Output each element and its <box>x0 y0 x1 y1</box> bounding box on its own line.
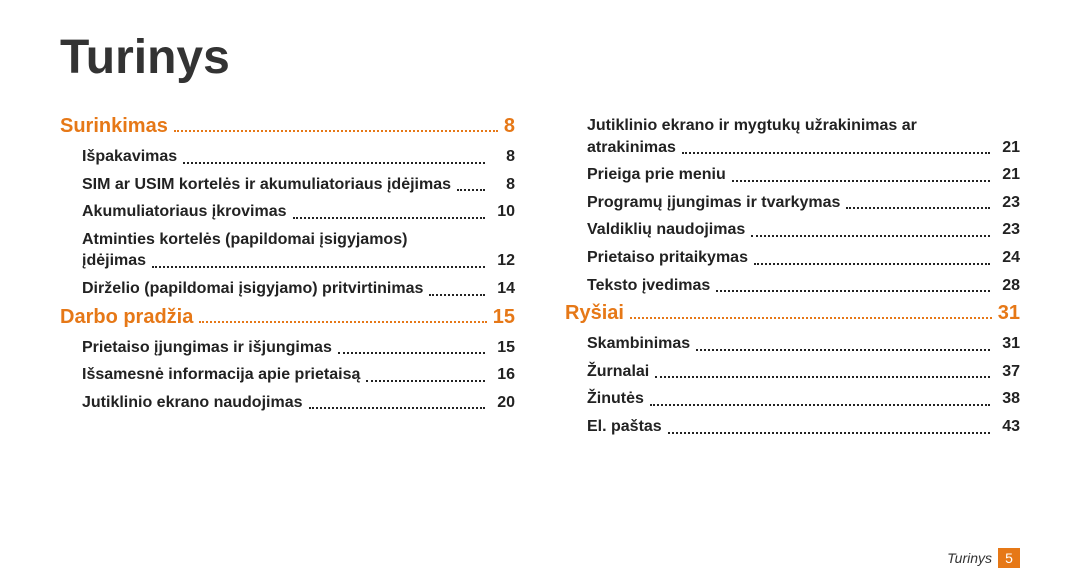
toc-item-label: atrakinimas <box>587 137 676 159</box>
leader-dots <box>754 263 990 265</box>
toc-item-page: 12 <box>491 250 515 272</box>
toc-item-page: 38 <box>996 388 1020 410</box>
toc-item-label-cont: Jutiklinio ekrano ir mygtukų užrakinimas… <box>587 115 1020 137</box>
toc-item-label: Prietaiso pritaikymas <box>587 247 748 269</box>
toc-item-label: Prietaiso įjungimas ir išjungimas <box>82 337 332 359</box>
toc-item[interactable]: Programų įjungimas ir tvarkymas 23 <box>587 192 1020 214</box>
leader-dots <box>293 217 485 219</box>
toc-item[interactable]: Valdiklių naudojimas 23 <box>587 219 1020 241</box>
section-page: 15 <box>493 306 515 329</box>
toc-item-page: 37 <box>996 361 1020 383</box>
toc-item[interactable]: Skambinimas 31 <box>587 333 1020 355</box>
toc-item[interactable]: atrakinimas 21 <box>587 137 1020 159</box>
toc-item-page: 14 <box>491 278 515 300</box>
toc-item-page: 23 <box>996 192 1020 214</box>
toc-item-page: 15 <box>491 337 515 359</box>
leader-dots <box>309 407 486 409</box>
footer-page-badge: 5 <box>998 548 1020 568</box>
toc-item-label: Išpakavimas <box>82 146 177 168</box>
toc-item-page: 31 <box>996 333 1020 355</box>
leader-dots <box>682 152 990 154</box>
toc-item-page: 23 <box>996 219 1020 241</box>
toc-item-page: 16 <box>491 364 515 386</box>
toc-item-page: 28 <box>996 275 1020 297</box>
toc-item[interactable]: Žurnalai 37 <box>587 361 1020 383</box>
page-footer: Turinys 5 <box>947 548 1020 568</box>
toc-item-label: Programų įjungimas ir tvarkymas <box>587 192 840 214</box>
toc-item-page: 21 <box>996 137 1020 159</box>
leader-dots <box>668 432 990 434</box>
toc-item-label: įdėjimas <box>82 250 146 272</box>
toc-item-label: El. paštas <box>587 416 662 438</box>
toc-item-page: 8 <box>491 174 515 196</box>
toc-item-page: 10 <box>491 201 515 223</box>
section-label: Darbo pradžia <box>60 306 193 329</box>
leader-dots <box>338 352 485 354</box>
toc-section-heading[interactable]: Surinkimas 8 <box>60 115 515 138</box>
leader-dots <box>199 321 486 323</box>
toc-item-label: SIM ar USIM kortelės ir akumuliatoriaus … <box>82 174 451 196</box>
toc-item-label: Skambinimas <box>587 333 690 355</box>
section-label: Ryšiai <box>565 302 624 325</box>
leader-dots <box>716 290 990 292</box>
toc-item[interactable]: Akumuliatoriaus įkrovimas 10 <box>82 201 515 223</box>
leader-dots <box>732 180 990 182</box>
toc-section-heading[interactable]: Darbo pradžia 15 <box>60 306 515 329</box>
toc-item[interactable]: Dirželio (papildomai įsigyjamo) pritvirt… <box>82 278 515 300</box>
toc-item[interactable]: Žinutės 38 <box>587 388 1020 410</box>
toc-item-label-cont: Atminties kortelės (papildomai įsigyjamo… <box>82 229 515 251</box>
toc-item[interactable]: Teksto įvedimas 28 <box>587 275 1020 297</box>
leader-dots <box>846 207 990 209</box>
toc-item[interactable]: Jutiklinio ekrano naudojimas 20 <box>82 392 515 414</box>
toc-item-page: 21 <box>996 164 1020 186</box>
toc-item[interactable]: SIM ar USIM kortelės ir akumuliatoriaus … <box>82 174 515 196</box>
toc-item-label: Jutiklinio ekrano naudojimas <box>82 392 303 414</box>
toc-item-label: Išsamesnė informacija apie prietaisą <box>82 364 360 386</box>
toc-item-label: Žurnalai <box>587 361 649 383</box>
toc-item[interactable]: Prieiga prie meniu 21 <box>587 164 1020 186</box>
toc-item-label: Prieiga prie meniu <box>587 164 726 186</box>
toc-item-label: Valdiklių naudojimas <box>587 219 745 241</box>
toc-item-label: Žinutės <box>587 388 644 410</box>
toc-item[interactable]: Išpakavimas 8 <box>82 146 515 168</box>
leader-dots <box>183 162 485 164</box>
leader-dots <box>655 376 990 378</box>
toc-item[interactable]: Prietaiso pritaikymas 24 <box>587 247 1020 269</box>
leader-dots <box>630 317 992 319</box>
footer-label: Turinys <box>947 550 992 566</box>
toc-item-page: 8 <box>491 146 515 168</box>
page-title: Turinys <box>60 30 1020 85</box>
leader-dots <box>366 380 485 382</box>
toc-column-right: Jutiklinio ekrano ir mygtukų užrakinimas… <box>565 109 1020 444</box>
toc-item[interactable]: Prietaiso įjungimas ir išjungimas 15 <box>82 337 515 359</box>
leader-dots <box>696 349 990 351</box>
toc-item[interactable]: El. paštas 43 <box>587 416 1020 438</box>
toc-item-page: 24 <box>996 247 1020 269</box>
toc-item-page: 43 <box>996 416 1020 438</box>
leader-dots <box>650 404 990 406</box>
toc-item-label: Akumuliatoriaus įkrovimas <box>82 201 287 223</box>
toc-section-heading[interactable]: Ryšiai 31 <box>565 302 1020 325</box>
section-page: 31 <box>998 302 1020 325</box>
leader-dots <box>457 189 485 191</box>
leader-dots <box>751 235 990 237</box>
toc-item[interactable]: įdėjimas 12 <box>82 250 515 272</box>
section-label: Surinkimas <box>60 115 168 138</box>
toc-item-label: Dirželio (papildomai įsigyjamo) pritvirt… <box>82 278 423 300</box>
toc-columns: Surinkimas 8 Išpakavimas 8 SIM ar USIM korte… <box>60 109 1020 444</box>
toc-item-page: 20 <box>491 392 515 414</box>
leader-dots <box>174 130 498 132</box>
toc-column-left: Surinkimas 8 Išpakavimas 8 SIM ar USIM korte… <box>60 109 515 444</box>
toc-page: Turinys Surinkimas 8 Išpakavimas 8 SIM ar US… <box>0 0 1080 444</box>
section-page: 8 <box>504 115 515 138</box>
leader-dots <box>152 266 485 268</box>
toc-item-label: Teksto įvedimas <box>587 275 710 297</box>
leader-dots <box>429 294 485 296</box>
toc-item[interactable]: Išsamesnė informacija apie prietaisą 16 <box>82 364 515 386</box>
